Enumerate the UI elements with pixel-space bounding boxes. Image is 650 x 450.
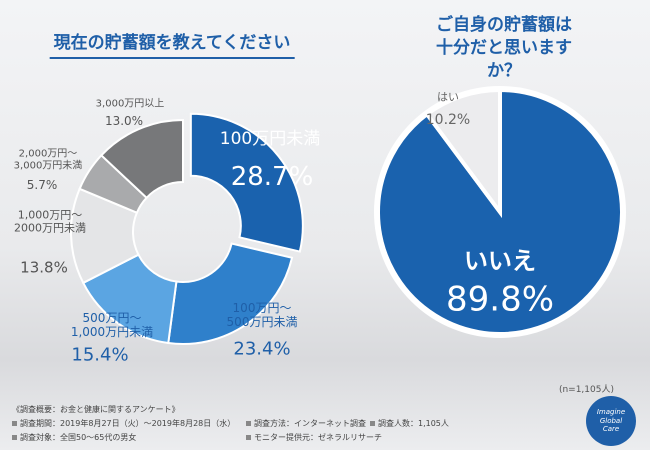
category-label: はい — [437, 90, 459, 104]
logo-text: Care — [602, 425, 620, 434]
category-label: 3,000万円以上 — [95, 98, 165, 110]
category-label: いいえ — [464, 247, 536, 276]
sample-size: (n=1,105人) — [558, 385, 614, 395]
survey-text: 調査期間：2019年8月27日（火）～2019年8月28日（水） — [20, 419, 236, 428]
survey-item: モニター提供元：ゼネラルリサーチ — [246, 432, 382, 443]
chart-title: ご自身の貯蓄額は 十分だと思いますか？ — [436, 15, 572, 81]
survey-text: 調査人数：1,105人 — [378, 419, 449, 428]
value-label: 5.7% — [26, 178, 58, 193]
slice — [189, 112, 304, 253]
slice — [424, 87, 502, 219]
chart-title: 現在の貯蓄額を教えてください — [49, 32, 295, 59]
survey-text: 調査方法：インターネット調査 — [254, 419, 366, 428]
value-label: 23.4% — [233, 338, 291, 360]
survey-title: 《調査概要：お金と健康に関するアンケート》 — [12, 405, 180, 414]
value-label: 28.7% — [230, 162, 314, 193]
logo-text: Imagine — [596, 408, 626, 417]
survey-item: 調査期間：2019年8月27日（火）～2019年8月28日（水） — [12, 418, 235, 429]
slice — [167, 242, 294, 345]
pie-border — [374, 86, 626, 338]
category-label: 100万円～ 500万円未満 — [226, 301, 298, 329]
survey-text: 調査対象：全国50～65代の男女 — [20, 433, 137, 442]
survey-item: 調査人数：1,105人 — [370, 418, 449, 429]
category-label: 500万円～ 1,000万円未満 — [70, 311, 154, 339]
slice — [99, 118, 184, 200]
logo-text: Global — [599, 416, 623, 425]
survey-item: 調査対象：全国50～65代の男女 — [12, 432, 136, 443]
value-label: 89.8% — [445, 279, 555, 320]
value-label: 15.4% — [71, 344, 129, 366]
survey-text: モニター提供元：ゼネラルリサーチ — [254, 433, 382, 442]
value-label: 10.2% — [425, 111, 471, 128]
value-label: 13.0% — [104, 114, 144, 129]
category-label: 1,000万円～ 2000万円未満 — [14, 208, 86, 234]
category-label: 100万円未満 — [219, 129, 321, 150]
survey-item: 調査方法：インターネット調査 — [246, 418, 366, 429]
value-label: 13.8% — [20, 258, 68, 277]
logo: Imagine Global Care — [586, 396, 636, 446]
category-label: 2,000万円～ 3,000万円未満 — [13, 148, 83, 172]
